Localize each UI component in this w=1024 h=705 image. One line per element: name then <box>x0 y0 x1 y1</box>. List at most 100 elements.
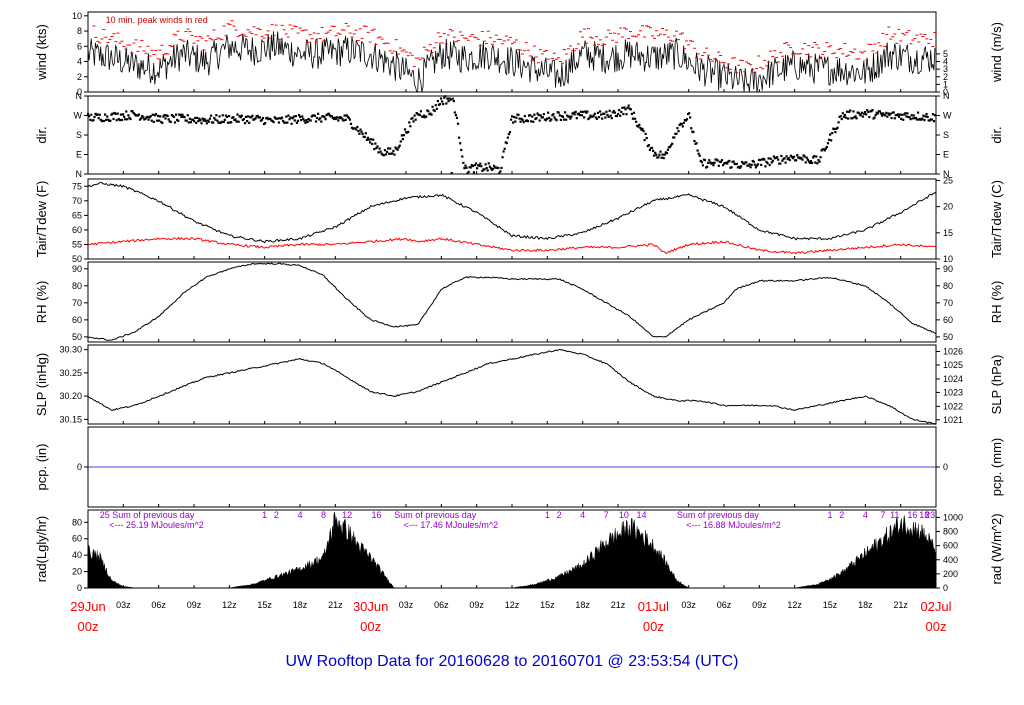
slp-right-tick-label: 1023 <box>943 387 963 397</box>
time-tick-label: 09z <box>752 600 767 610</box>
dir-point <box>892 111 895 114</box>
dir-point <box>476 167 479 170</box>
rad-hour-mark: 23 <box>925 510 935 520</box>
dir-point <box>807 160 810 163</box>
dir-point <box>689 116 692 119</box>
dir-point <box>837 121 840 124</box>
dir-point <box>361 132 364 136</box>
wind-left-tick-label: 0 <box>77 87 82 97</box>
dir-point <box>547 111 550 114</box>
dir-point <box>191 118 195 121</box>
dir-point <box>285 115 288 118</box>
dir-point <box>155 119 159 122</box>
dir-point <box>445 102 448 105</box>
dir-point <box>205 122 208 125</box>
rh-right-tick-label: 70 <box>943 298 953 308</box>
dir-point <box>239 116 242 119</box>
dir-point <box>446 97 449 100</box>
dir-point <box>88 115 91 118</box>
dir-point <box>558 114 561 117</box>
dir-point <box>620 110 623 114</box>
slp-right-axis-label: SLP (hPa) <box>989 355 1004 415</box>
dir-point <box>580 114 584 117</box>
wind-series-line <box>87 31 936 93</box>
dir-point <box>933 114 937 117</box>
dir-point <box>666 148 670 151</box>
dir-point <box>223 118 226 121</box>
dir-point <box>407 130 410 134</box>
pcp-left-axis-label: pcp. (in) <box>34 444 49 491</box>
dir-point <box>197 119 200 123</box>
dir-point <box>629 108 632 111</box>
dir-point <box>300 118 303 122</box>
dir-point <box>923 119 926 122</box>
slp-right-tick-label: 1021 <box>943 415 963 425</box>
dir-point <box>166 114 169 118</box>
dir-point <box>697 152 700 155</box>
dir-point <box>478 164 481 167</box>
dir-point <box>676 127 679 130</box>
dir-point <box>291 117 294 120</box>
dir-point <box>128 116 131 119</box>
dir-point <box>684 119 688 122</box>
dir-point <box>696 149 699 152</box>
dir-point <box>302 117 305 120</box>
dir-point <box>896 113 900 116</box>
dir-point <box>373 148 376 151</box>
wind-right-tick-label: 3 <box>943 64 948 74</box>
dir-point <box>903 113 906 116</box>
rh-right-tick-label: 50 <box>943 332 953 342</box>
slp-left-tick-label: 30.30 <box>59 345 82 355</box>
dir-point <box>755 164 759 167</box>
dir-point <box>849 109 852 112</box>
dir-point <box>844 116 848 119</box>
dir-point <box>827 138 831 141</box>
dir-point <box>459 142 462 145</box>
dir-point <box>539 114 542 117</box>
dir-point <box>289 116 292 119</box>
rad-hour-mark: 16 <box>907 510 917 520</box>
dir-point <box>812 156 815 159</box>
dir-point <box>488 165 491 168</box>
dir-point <box>297 113 301 117</box>
dir-point <box>193 120 196 123</box>
dir-point <box>701 164 704 167</box>
rh-left-tick-label: 70 <box>72 298 82 308</box>
dir-point <box>585 111 588 114</box>
dir-point <box>303 119 306 122</box>
dir-point <box>635 120 638 123</box>
dir-point <box>735 162 738 165</box>
dir-point <box>873 116 876 119</box>
rad-left-tick-label: 60 <box>72 534 82 544</box>
dir-point <box>842 115 845 118</box>
dir-point <box>114 112 117 115</box>
dir-point <box>698 154 701 157</box>
dir-right-axis-label: dir. <box>989 126 1004 143</box>
dir-point <box>324 118 327 121</box>
dir-point <box>879 112 883 115</box>
dir-point <box>235 120 238 123</box>
dir-point <box>618 109 621 112</box>
dir-point <box>467 170 470 174</box>
dir-point <box>639 126 642 130</box>
dir-point <box>220 120 223 123</box>
dir-point <box>517 113 520 116</box>
dir-point <box>605 110 608 113</box>
dir-point <box>760 163 763 167</box>
dir-point <box>167 118 170 121</box>
dir-point <box>641 127 644 131</box>
dir-point <box>780 154 783 158</box>
dir-point <box>719 160 723 164</box>
dir-point <box>203 118 206 121</box>
dir-point <box>146 115 149 119</box>
dir-point <box>371 142 374 146</box>
dir-point <box>173 121 177 124</box>
dir-point <box>187 121 190 124</box>
dir-point <box>622 112 625 116</box>
dir-point <box>294 114 297 118</box>
dir-point <box>520 117 523 120</box>
dir-point <box>573 113 576 116</box>
dir-point <box>296 119 300 122</box>
time-tick-label: 06z <box>434 600 449 610</box>
dir-point <box>594 116 597 119</box>
